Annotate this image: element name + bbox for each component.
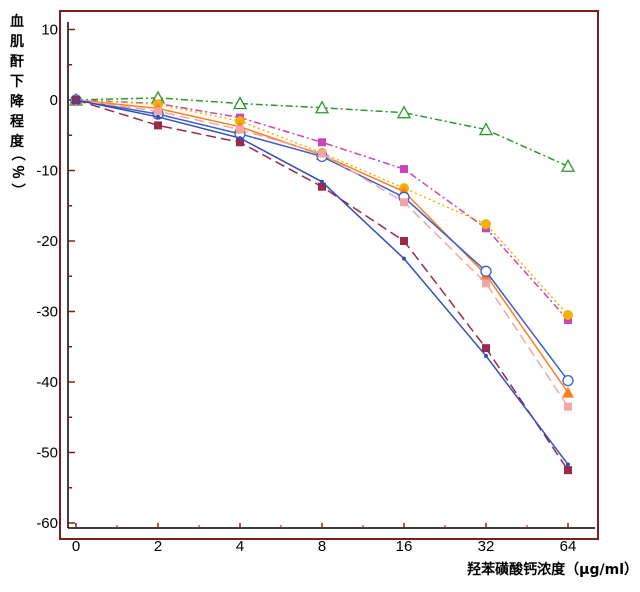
data-point bbox=[318, 149, 326, 158]
x-tick-label: 32 bbox=[478, 538, 495, 555]
data-point bbox=[400, 198, 408, 207]
x-tick-label: 0 bbox=[72, 538, 80, 555]
data-point bbox=[154, 107, 162, 116]
data-point bbox=[318, 182, 326, 191]
y-axis-unit-char: ） bbox=[9, 183, 25, 197]
data-point bbox=[74, 98, 78, 102]
y-axis-label-char: 肌 bbox=[10, 34, 24, 50]
y-axis-label-char: 降 bbox=[10, 93, 25, 110]
series-8 bbox=[74, 98, 570, 467]
data-point bbox=[564, 466, 572, 475]
x-tick-label: 64 bbox=[560, 538, 577, 555]
x-tick-label: 2 bbox=[154, 538, 162, 555]
data-point bbox=[478, 122, 494, 136]
data-point bbox=[400, 237, 408, 245]
data-point bbox=[402, 256, 406, 261]
y-tick-label: -60 bbox=[36, 515, 58, 532]
data-point bbox=[154, 121, 162, 130]
y-tick-label: 10 bbox=[41, 22, 58, 39]
y-axis-label-char: 血 bbox=[10, 13, 24, 30]
axes bbox=[67, 22, 595, 529]
data-point bbox=[480, 265, 492, 277]
data-point bbox=[563, 310, 573, 321]
data-point bbox=[564, 402, 572, 411]
y-axis-unit-char: ％ bbox=[9, 165, 25, 179]
y-tick-labels: 10 0 -10 -20 -30 -40 -50 -60 bbox=[36, 22, 58, 533]
data-point bbox=[396, 105, 412, 119]
y-axis-label-char: 程 bbox=[10, 114, 24, 130]
data-point bbox=[484, 353, 488, 358]
y-tick-label: 0 bbox=[50, 92, 58, 109]
x-tick-label: 16 bbox=[396, 538, 413, 555]
data-point bbox=[400, 165, 408, 174]
y-axis-unit-char: （ bbox=[9, 147, 25, 161]
data-point bbox=[482, 279, 490, 288]
y-tick-label: -10 bbox=[36, 163, 58, 180]
y-axis-label-char: 度 bbox=[10, 133, 25, 150]
y-tick-label: -40 bbox=[36, 374, 58, 391]
data-point bbox=[562, 374, 574, 387]
data-point bbox=[236, 125, 244, 134]
data-point bbox=[482, 344, 490, 353]
y-tick-label: -20 bbox=[36, 233, 58, 250]
data-point bbox=[566, 462, 570, 467]
data-point bbox=[320, 179, 324, 184]
x-axis-label: 羟苯磺酸钙浓度（μg/ml） bbox=[467, 561, 638, 578]
data-point bbox=[314, 100, 330, 114]
x-tick-label: 8 bbox=[318, 538, 326, 555]
data-point bbox=[560, 158, 576, 172]
data-point bbox=[318, 138, 326, 147]
y-tick-label: -30 bbox=[36, 304, 58, 321]
x-tick-labels: 0 2 4 8 16 32 64 bbox=[72, 538, 577, 555]
y-tick-label: -50 bbox=[36, 445, 58, 462]
data-point bbox=[562, 386, 574, 398]
data-point bbox=[238, 136, 242, 141]
plot-frame bbox=[59, 10, 599, 540]
data-point bbox=[232, 96, 248, 110]
data-point bbox=[481, 219, 491, 230]
series-lines bbox=[68, 90, 576, 475]
y-axis-label-char: 下 bbox=[10, 74, 24, 90]
data-point bbox=[236, 138, 244, 147]
y-axis-label-char: 酐 bbox=[10, 54, 24, 70]
data-point bbox=[156, 114, 160, 119]
x-tick-label: 4 bbox=[236, 538, 244, 555]
